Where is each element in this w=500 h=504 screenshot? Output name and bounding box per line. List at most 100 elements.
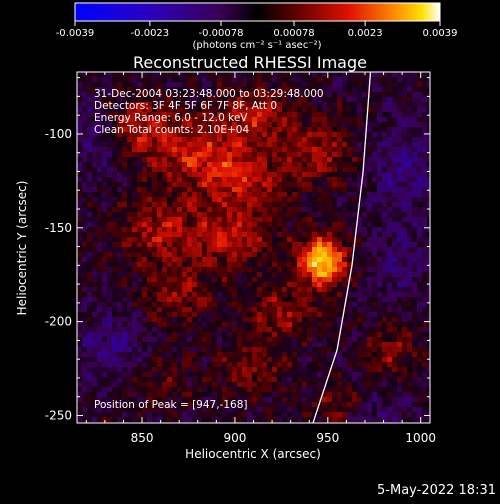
- heatmap-cell: [222, 182, 228, 188]
- heatmap-cell: [257, 192, 263, 198]
- heatmap-cell: [97, 187, 103, 193]
- heatmap-cell: [372, 392, 378, 398]
- heatmap-cell: [417, 402, 423, 408]
- heatmap-cell: [382, 247, 388, 253]
- heatmap-cell: [212, 367, 218, 373]
- heatmap-cell: [292, 257, 298, 263]
- heatmap-cell: [337, 417, 343, 423]
- heatmap-cell: [117, 187, 123, 193]
- heatmap-cell: [122, 282, 128, 288]
- heatmap-cell: [297, 347, 303, 353]
- heatmap-cell: [247, 302, 253, 308]
- heatmap-cell: [357, 172, 363, 178]
- heatmap-cell: [377, 252, 383, 258]
- heatmap-cell: [292, 352, 298, 358]
- heatmap-cell: [277, 202, 283, 208]
- heatmap-cell: [327, 187, 333, 193]
- heatmap-cell: [402, 357, 408, 363]
- heatmap-cell: [322, 292, 328, 298]
- heatmap-cell: [97, 77, 103, 83]
- heatmap-cell: [212, 217, 218, 223]
- heatmap-cell: [392, 272, 398, 278]
- heatmap-cell: [137, 82, 143, 88]
- heatmap-cell: [392, 117, 398, 123]
- heatmap-cell: [147, 147, 153, 153]
- heatmap-cell: [407, 182, 413, 188]
- heatmap-cell: [392, 277, 398, 283]
- heatmap-cell: [82, 232, 88, 238]
- heatmap-cell: [97, 307, 103, 313]
- heatmap-cell: [187, 237, 193, 243]
- heatmap-cell: [397, 352, 403, 358]
- heatmap-cell: [277, 412, 283, 418]
- heatmap-cell: [262, 177, 268, 183]
- heatmap-cell: [127, 247, 133, 253]
- heatmap-cell: [207, 157, 213, 163]
- heatmap-cell: [422, 192, 428, 198]
- heatmap-cell: [382, 167, 388, 173]
- heatmap-cell: [147, 252, 153, 258]
- heatmap-cell: [137, 207, 143, 213]
- heatmap-cell: [267, 217, 273, 223]
- heatmap-cell: [402, 107, 408, 113]
- heatmap-cell: [77, 347, 83, 353]
- heatmap-cell: [82, 87, 88, 93]
- heatmap-cell: [307, 187, 313, 193]
- heatmap-cell: [302, 272, 308, 278]
- heatmap-cell: [377, 282, 383, 288]
- heatmap-cell: [237, 217, 243, 223]
- heatmap-cell: [357, 222, 363, 228]
- heatmap-cell: [82, 362, 88, 368]
- heatmap-cell: [362, 212, 368, 218]
- heatmap-cell: [392, 377, 398, 383]
- heatmap-cell: [422, 167, 428, 173]
- heatmap-cell: [217, 227, 223, 233]
- heatmap-cell: [287, 297, 293, 303]
- heatmap-cell: [352, 347, 358, 353]
- heatmap-cell: [352, 322, 358, 328]
- heatmap-cell: [357, 247, 363, 253]
- heatmap-cell: [372, 217, 378, 223]
- heatmap-cell: [307, 352, 313, 358]
- heatmap-cell: [247, 412, 253, 418]
- heatmap-cell: [142, 242, 148, 248]
- heatmap-cell: [247, 277, 253, 283]
- heatmap-cell: [217, 292, 223, 298]
- heatmap-cell: [277, 102, 283, 108]
- heatmap-cell: [182, 417, 188, 423]
- heatmap-cell: [382, 277, 388, 283]
- heatmap-cell: [417, 352, 423, 358]
- heatmap-cell: [342, 177, 348, 183]
- heatmap-cell: [167, 412, 173, 418]
- heatmap-cell: [217, 377, 223, 383]
- heatmap-cell: [357, 167, 363, 173]
- heatmap-cell: [347, 202, 353, 208]
- heatmap-cell: [247, 172, 253, 178]
- heatmap-cell: [242, 337, 248, 343]
- heatmap-cell: [142, 222, 148, 228]
- heatmap-cell: [322, 77, 328, 83]
- heatmap-cell: [267, 137, 273, 143]
- heatmap-cell: [422, 232, 428, 238]
- heatmap-cell: [352, 177, 358, 183]
- heatmap-cell: [162, 362, 168, 368]
- heatmap-cell: [412, 167, 418, 173]
- heatmap-cell: [347, 387, 353, 393]
- heatmap-cell: [392, 337, 398, 343]
- heatmap-cell: [397, 342, 403, 348]
- heatmap-cell: [332, 262, 338, 268]
- heatmap-cell: [377, 412, 383, 418]
- heatmap-cell: [202, 367, 208, 373]
- heatmap-cell: [187, 287, 193, 293]
- heatmap-cell: [82, 212, 88, 218]
- heatmap-cell: [142, 202, 148, 208]
- heatmap-cell: [407, 127, 413, 133]
- heatmap-cell: [397, 382, 403, 388]
- heatmap-cell: [82, 302, 88, 308]
- heatmap-cell: [207, 232, 213, 238]
- heatmap-cell: [422, 417, 428, 423]
- heatmap-cell: [82, 287, 88, 293]
- heatmap-cell: [97, 212, 103, 218]
- heatmap-cell: [327, 277, 333, 283]
- heatmap-cell: [157, 302, 163, 308]
